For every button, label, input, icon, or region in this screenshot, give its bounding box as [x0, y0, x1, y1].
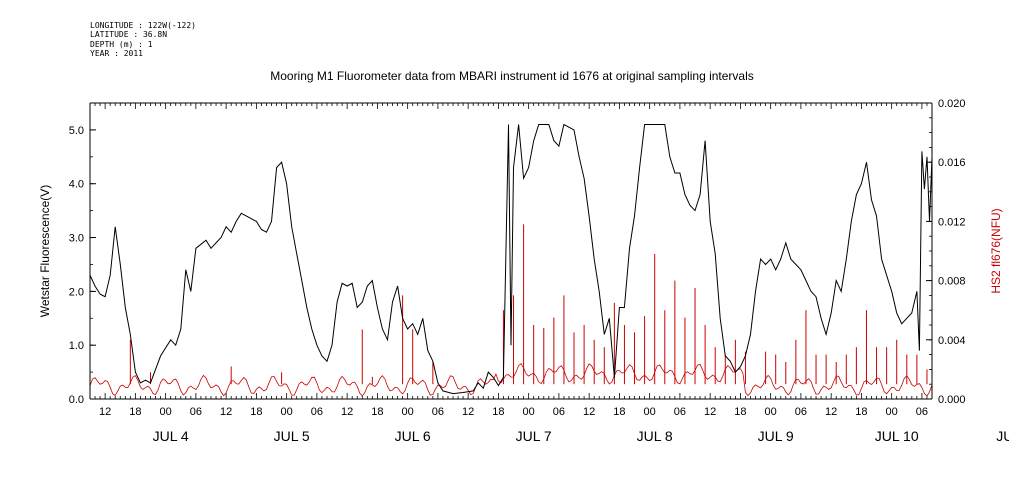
hour-tick-label-13: 18	[492, 406, 504, 418]
hour-tick-label-20: 12	[704, 406, 716, 418]
hour-tick-label-25: 18	[855, 406, 867, 418]
day-label-5: JUL 9	[758, 428, 794, 444]
hour-tick-label-19: 06	[674, 406, 686, 418]
hour-tick-label-6: 00	[281, 406, 293, 418]
left-tick-label-2: 2.0	[69, 286, 84, 298]
day-label-1: JUL 5	[274, 428, 310, 444]
red-series-baseline	[89, 363, 933, 397]
hour-tick-label-14: 00	[523, 406, 535, 418]
hour-tick-label-27: 06	[916, 406, 928, 418]
meta-line-longitude: LONGITUDE : 122W(-122)	[90, 21, 196, 30]
hour-tick-label-0: 12	[99, 406, 111, 418]
hour-tick-label-5: 18	[250, 406, 262, 418]
day-label-4: JUL 8	[637, 428, 673, 444]
day-label-3: JUL 7	[516, 428, 552, 444]
hour-tick-label-15: 06	[553, 406, 565, 418]
hour-tick-label-1: 18	[129, 406, 141, 418]
day-label-7: JUL 11	[996, 428, 1009, 444]
right-tick-label-0: 0.000	[938, 394, 966, 406]
day-label-6: JUL 10	[875, 428, 919, 444]
right-axis-label: HS2 fl676(NFU)	[989, 208, 1003, 293]
day-label-2: JUL 6	[395, 428, 431, 444]
hour-tick-label-16: 12	[583, 406, 595, 418]
hour-tick-label-23: 06	[795, 406, 807, 418]
black-series-line	[89, 123, 933, 395]
hour-tick-label-4: 12	[220, 406, 232, 418]
right-tick-label-1: 0.004	[938, 335, 966, 347]
right-tick-label-5: 0.020	[938, 98, 966, 110]
hour-tick-label-3: 06	[190, 406, 202, 418]
hour-tick-label-21: 18	[734, 406, 746, 418]
left-tick-label-5: 5.0	[69, 125, 84, 137]
left-tick-label-0: 0.0	[69, 394, 84, 406]
right-tick-label-4: 0.016	[938, 157, 966, 169]
meta-line-latitude: LATITUDE : 36.8N	[90, 30, 168, 40]
hour-tick-label-7: 06	[311, 406, 323, 418]
left-axis-label: Wetstar Fluorescence(V)	[38, 185, 52, 318]
hour-tick-label-10: 00	[402, 406, 414, 418]
left-tick-label-4: 4.0	[69, 179, 84, 191]
hour-tick-label-24: 12	[825, 406, 837, 418]
left-tick-label-1: 1.0	[69, 340, 84, 352]
hour-tick-label-17: 18	[613, 406, 625, 418]
chart-title: Mooring M1 Fluorometer data from MBARI i…	[270, 69, 754, 83]
day-label-0: JUL 4	[153, 428, 189, 444]
hour-tick-label-9: 18	[371, 406, 383, 418]
right-tick-label-2: 0.008	[938, 276, 966, 288]
hour-tick-label-22: 00	[765, 406, 777, 418]
hour-tick-label-18: 00	[644, 406, 656, 418]
meta-line-depth: DEPTH (m) : 1	[90, 39, 153, 49]
hour-tick-label-2: 00	[160, 406, 172, 418]
hour-tick-label-8: 12	[341, 406, 353, 418]
hour-tick-label-26: 00	[886, 406, 898, 418]
hour-tick-label-12: 12	[462, 406, 474, 418]
left-tick-label-3: 3.0	[69, 233, 84, 245]
hour-tick-label-11: 06	[432, 406, 444, 418]
meta-line-year: YEAR : 2011	[90, 49, 143, 59]
right-tick-label-3: 0.012	[938, 216, 966, 228]
metadata-block: LONGITUDE : 122W(-122) LATITUDE : 36.8N …	[90, 21, 196, 59]
